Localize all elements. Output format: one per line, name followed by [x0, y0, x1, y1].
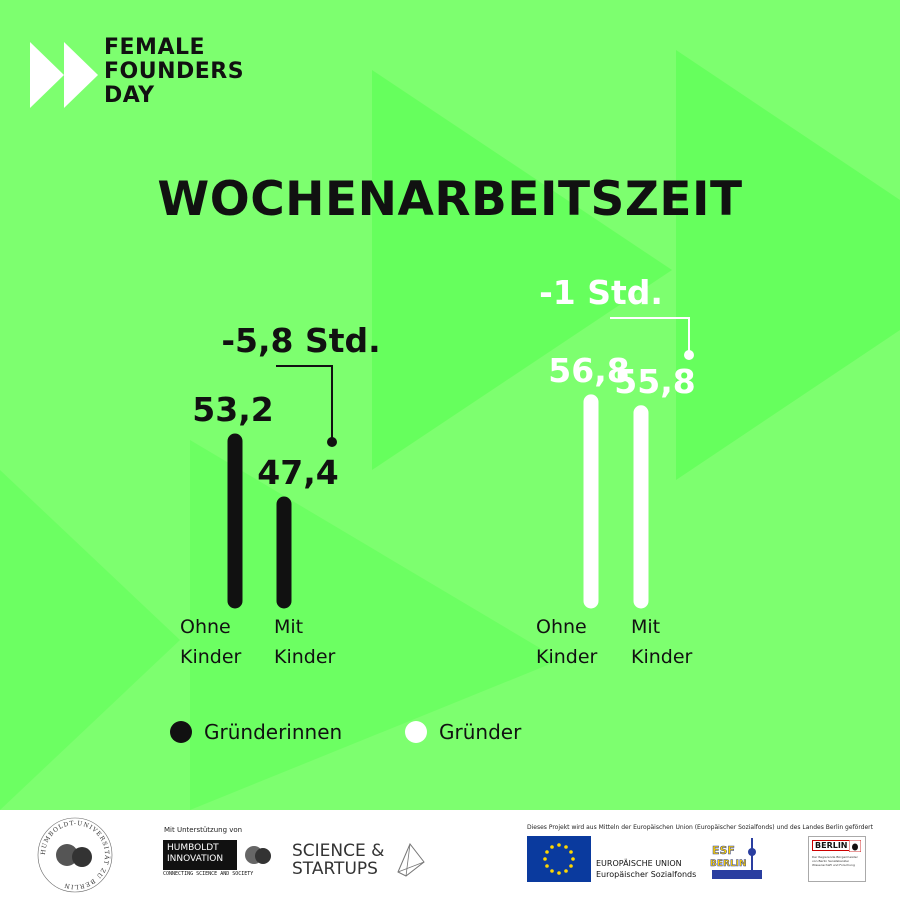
eu-flag-icon [527, 836, 591, 882]
crystal-icon [397, 843, 425, 877]
chart-title: WOCHENARBEITSZEIT [157, 172, 743, 227]
humboldt-university-seal-icon: HUMBOLDT-UNIVERSITÄT ZU BERLIN [37, 817, 113, 893]
hi-tagline: CONNECTING SCIENCE AND SOCIETY [163, 871, 254, 877]
science-startups-logo: SCIENCE & STARTUPS [292, 842, 384, 878]
hi-logo-line: INNOVATION [167, 854, 224, 864]
bg-play-shape [676, 50, 900, 480]
eu-line: Europäischer Sozialfonds [596, 870, 697, 879]
bar-chart: 53,2 Ohne Kinder 47,4 Mit Kinder -5,8 Std. 56,8… [180, 273, 696, 668]
berlin-senate-logo: BERLIN Der Regierende Bürgermeister von … [808, 836, 866, 882]
fast-forward-logo-icon [30, 42, 98, 108]
difference-bracket [276, 365, 333, 442]
legend-dot-icon [170, 721, 192, 743]
category-label: Kinder [180, 646, 242, 668]
legend-item-men: Gründer [405, 720, 521, 744]
logo-line: FOUNDERS [104, 59, 245, 84]
category-label: Ohne [536, 616, 587, 638]
berlin-bear-icon [849, 840, 861, 852]
difference-dot [684, 350, 694, 360]
hi-logo-line: HUMBOLDT [167, 843, 219, 853]
difference-label: -1 Std. [539, 273, 663, 312]
category-label: Kinder [536, 646, 598, 668]
category-label: Kinder [274, 646, 336, 668]
category-label: Kinder [631, 646, 693, 668]
bar-value-label: 53,2 [192, 390, 273, 429]
bar-value-label: 47,4 [257, 453, 338, 492]
bg-play-shape [0, 470, 180, 810]
difference-label: -5,8 Std. [221, 321, 380, 360]
bar-value-label: 55,8 [614, 362, 695, 401]
bg-play-shape [372, 70, 672, 470]
funding-note: Dieses Projekt wird aus Mitteln der Euro… [527, 824, 874, 831]
humboldt-innovation-logo: HUMBOLDT INNOVATION CONNECTING SCIENCE A… [163, 840, 273, 877]
berlin-small-text: Der Regierende Bürgermeister von Berlin … [812, 855, 858, 867]
support-label: Mit Unterstützung von [164, 826, 243, 834]
category-label: Mit [631, 616, 660, 638]
brand-logo-text: FEMALE FOUNDERS DAY [104, 36, 244, 108]
ss-logo-line: STARTUPS [292, 859, 378, 879]
legend-label: Gründerinnen [204, 720, 343, 744]
esf-line: BERLIN [710, 859, 747, 869]
eu-stars-icon [543, 843, 575, 875]
difference-dot [327, 437, 337, 447]
esf-berlin-logo: ESF BERLIN [710, 838, 762, 879]
legend-dot-icon [405, 721, 427, 743]
eu-label: EUROPÄISCHE UNION Europäischer Sozialfon… [596, 858, 696, 880]
eu-line: EUROPÄISCHE UNION [596, 859, 682, 868]
category-label: Mit [274, 616, 303, 638]
category-label: Ohne [180, 616, 231, 638]
portrait-icon [245, 846, 271, 864]
legend-label: Gründer [439, 720, 522, 744]
ss-logo-line: SCIENCE & [292, 841, 385, 861]
esf-line: ESF [712, 844, 735, 857]
legend-item-women: Gründerinnen [170, 720, 342, 744]
bar-value-label: 56,8 [548, 351, 629, 390]
logo-line: DAY [104, 83, 155, 108]
logo-line: FEMALE [104, 35, 206, 60]
berlin-word: BERLIN [812, 840, 851, 851]
hi-logo-block: HUMBOLDT INNOVATION [163, 840, 237, 870]
difference-bracket [610, 317, 690, 355]
